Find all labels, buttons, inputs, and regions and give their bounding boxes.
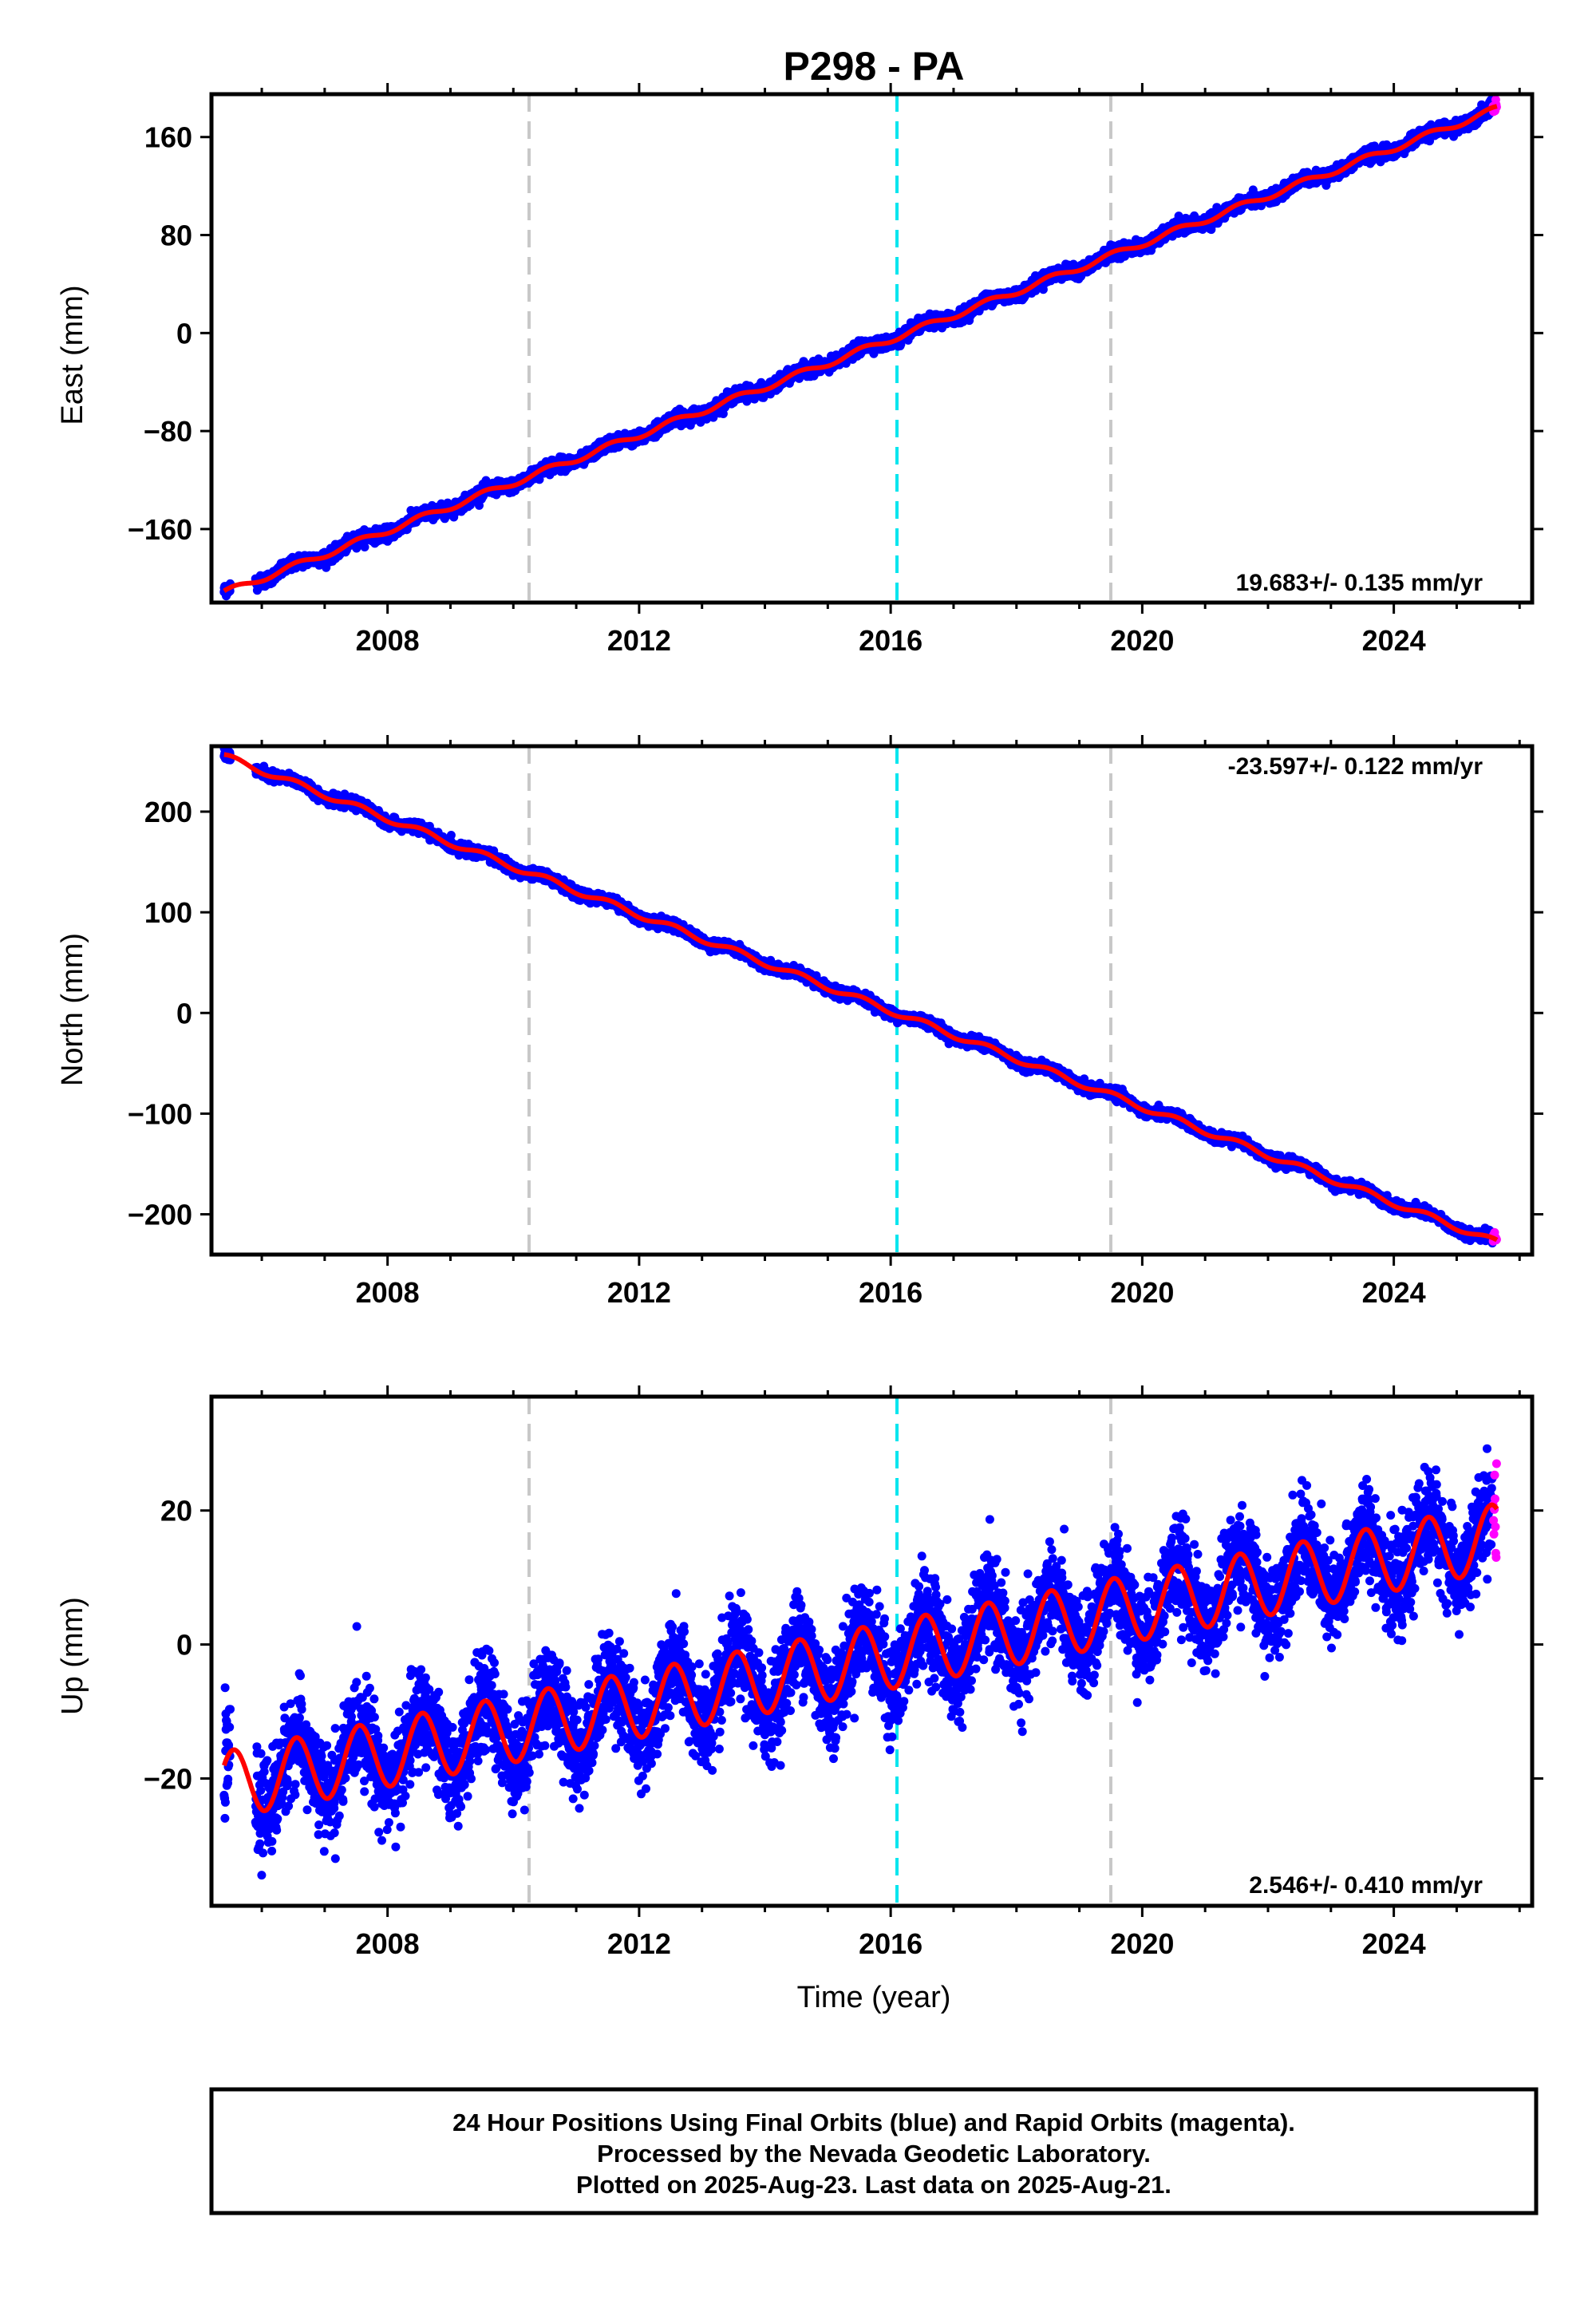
- east-rate-label: 19.683+/- 0.135 mm/yr: [1236, 570, 1483, 596]
- east-panel: East (mm) 19.683+/- 0.135 mm/yr 2008 2012…: [56, 83, 1543, 657]
- chart-title: P298 - PA: [784, 44, 965, 89]
- east-plot-area: [219, 94, 1501, 603]
- east-ylabel: East (mm): [56, 285, 89, 425]
